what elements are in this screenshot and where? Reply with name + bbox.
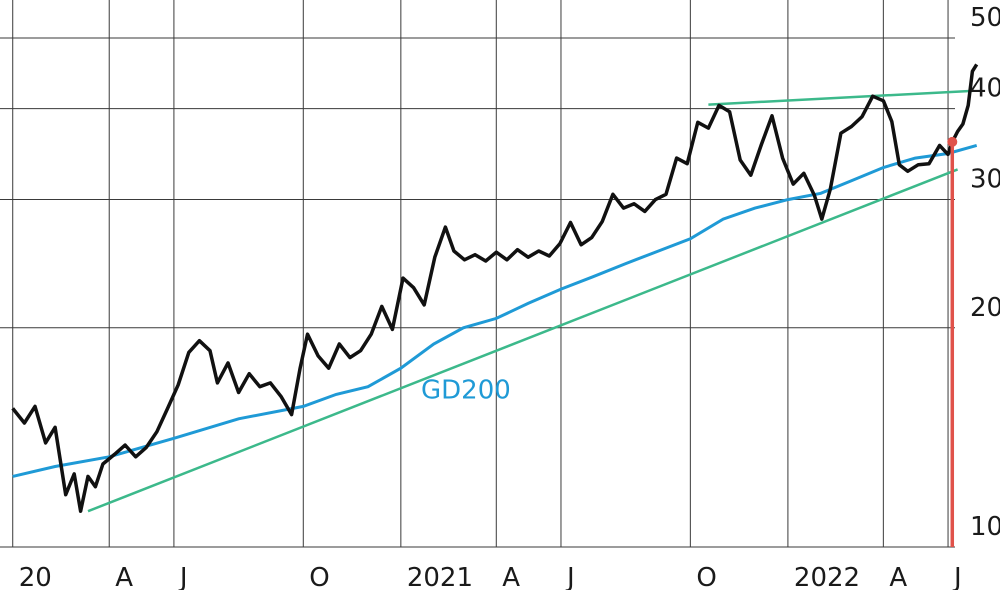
x-tick-label: A	[502, 563, 520, 590]
x-tick-label: O	[309, 563, 329, 590]
y-tick-label: 10	[970, 512, 1000, 542]
gd200-line	[12, 143, 978, 478]
x-tick-label: J	[178, 563, 188, 590]
x-tick-label: O	[696, 563, 716, 590]
signal-dot	[947, 136, 958, 147]
x-tick-label: J	[952, 563, 962, 590]
x-tick-label: J	[565, 563, 575, 590]
x-tick-label: 20	[19, 563, 52, 590]
gd200-label: GD200	[421, 375, 511, 405]
gd200-series	[12, 143, 978, 478]
y-tick-label: 40	[970, 74, 1000, 104]
x-tick-label: A	[889, 563, 907, 590]
x-tick-label: 2021	[407, 563, 473, 590]
signal-marker-group	[947, 136, 958, 547]
upper-trendline	[708, 89, 973, 106]
trendlines	[87, 89, 973, 513]
y-tick-label: 50	[970, 3, 1000, 33]
x-tick-label: 2022	[794, 563, 860, 590]
y-tick-label: 30	[970, 165, 1000, 195]
grid	[0, 0, 955, 548]
price-series	[11, 63, 979, 513]
y-tick-label: 20	[970, 293, 1000, 323]
price-line	[11, 63, 979, 513]
lower-trendline	[87, 168, 959, 513]
x-tick-label: A	[115, 563, 133, 590]
labels: 50 40 30 20 10 20 A J O 2021 A J O 2022 A J GD200	[19, 3, 1000, 593]
